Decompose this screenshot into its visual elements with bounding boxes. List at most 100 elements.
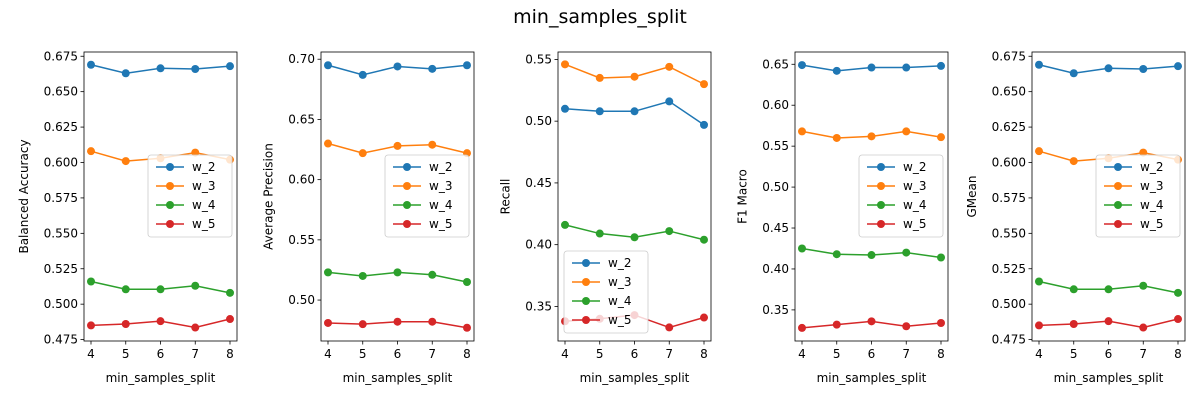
legend-label: w_2 — [192, 160, 215, 174]
data-point — [832, 320, 841, 329]
legend-label: w_4 — [1140, 198, 1163, 212]
y-axis-label: GMean — [965, 176, 979, 218]
data-point — [561, 104, 569, 113]
y-tick-label: 0.575 — [992, 191, 1026, 205]
data-point — [630, 72, 639, 81]
legend-swatch-marker — [1114, 182, 1122, 190]
series-w_5 — [1035, 315, 1182, 332]
y-tick-label: 0.500 — [992, 297, 1026, 311]
data-point — [191, 281, 200, 290]
y-tick-label: 0.475 — [992, 333, 1026, 347]
x-axis-label: min_samples_split — [1054, 371, 1164, 385]
y-tick-label: 0.60 — [288, 173, 315, 187]
series-w_5 — [87, 315, 234, 332]
legend-swatch-marker — [582, 259, 590, 267]
x-tick-label: 7 — [902, 347, 910, 361]
legend-label: w_3 — [903, 179, 926, 193]
y-tick-label: 0.55 — [762, 139, 789, 153]
series-w_2 — [1035, 60, 1182, 78]
data-point — [798, 244, 806, 253]
legend-label: w_2 — [903, 160, 926, 174]
data-point — [867, 132, 876, 141]
data-point — [937, 133, 945, 142]
x-axis-label: min_samples_split — [580, 371, 690, 385]
series-w_2 — [87, 60, 234, 78]
legend-label: w_5 — [608, 313, 631, 327]
legend-swatch-marker — [877, 201, 885, 209]
series-w_4 — [324, 268, 471, 286]
x-tick-label: 5 — [833, 347, 841, 361]
legend-label: w_2 — [429, 160, 452, 174]
data-point — [226, 62, 234, 71]
x-tick-label: 4 — [561, 347, 569, 361]
subplot-5: 0.475 0.500 0.525 0.550 0.575 0.600 0.625 0.650… — [965, 49, 1186, 385]
data-point — [1139, 323, 1148, 332]
legend-label: w_4 — [429, 198, 452, 212]
data-point — [324, 61, 332, 70]
x-tick-label: 6 — [394, 347, 402, 361]
y-tick-label: 0.45 — [762, 221, 789, 235]
y-tick-label: 0.575 — [44, 191, 78, 205]
data-point — [87, 60, 95, 69]
y-tick-label: 0.55 — [525, 52, 552, 66]
y-tick-label: 0.475 — [44, 333, 78, 347]
legend-label: w_3 — [1140, 179, 1163, 193]
legend-swatch-marker — [582, 316, 590, 324]
subplot-2: 0.50 0.55 0.60 0.65 0.70 4 5 6 7 8 min_samples_spl… — [262, 51, 475, 385]
data-point — [1139, 281, 1148, 290]
data-point — [595, 229, 604, 238]
data-point — [595, 107, 604, 116]
legend-label: w_5 — [192, 217, 215, 231]
data-point — [393, 268, 402, 277]
data-point — [1174, 62, 1182, 71]
data-point — [191, 323, 200, 332]
y-tick-label: 0.60 — [762, 98, 789, 112]
y-tick-label: 0.675 — [44, 49, 78, 63]
data-point — [358, 271, 367, 280]
figure-title: min_samples_split — [513, 6, 687, 28]
data-point — [1069, 157, 1078, 166]
data-point — [867, 251, 876, 260]
y-tick-label: 0.650 — [992, 85, 1026, 99]
data-point — [463, 61, 471, 70]
data-point — [700, 313, 708, 322]
x-axis-label: min_samples_split — [817, 371, 927, 385]
x-tick-label: 7 — [1139, 347, 1147, 361]
legend-label: w_4 — [608, 294, 631, 308]
x-tick-label: 6 — [157, 347, 165, 361]
data-point — [1174, 288, 1182, 297]
legend-frame — [1095, 154, 1181, 238]
x-tick-label: 7 — [191, 347, 199, 361]
data-point — [902, 322, 911, 331]
data-point — [87, 321, 95, 330]
x-tick-label: 4 — [87, 347, 95, 361]
legend-swatch-marker — [166, 163, 174, 171]
x-tick-label: 5 — [596, 347, 604, 361]
x-tick-label: 6 — [631, 347, 639, 361]
y-axis-label: Balanced Accuracy — [17, 139, 31, 253]
subplot-1: 0.475 0.500 0.525 0.550 0.575 0.600 0.625 0.650… — [17, 49, 238, 385]
series-w_3 — [561, 60, 708, 89]
x-tick-label: 5 — [359, 347, 367, 361]
data-point — [226, 315, 234, 324]
y-tick-label: 0.35 — [525, 299, 552, 313]
x-tick-label: 6 — [1105, 347, 1113, 361]
series-w_3 — [324, 139, 471, 158]
data-point — [665, 62, 674, 71]
data-point — [832, 250, 841, 259]
legend-swatch-marker — [166, 201, 174, 209]
x-tick-label: 8 — [937, 347, 945, 361]
data-point — [393, 141, 402, 150]
y-tick-label: 0.550 — [44, 226, 78, 240]
data-point — [700, 235, 708, 244]
y-tick-label: 0.525 — [992, 262, 1026, 276]
data-point — [226, 288, 234, 297]
series-w_2 — [324, 61, 471, 79]
x-tick-label: 5 — [1070, 347, 1078, 361]
data-point — [832, 133, 841, 142]
data-point — [358, 320, 367, 329]
legend: w_2 w_3 w_4 w_5 — [384, 154, 470, 238]
data-point — [121, 320, 130, 328]
data-point — [428, 140, 437, 149]
